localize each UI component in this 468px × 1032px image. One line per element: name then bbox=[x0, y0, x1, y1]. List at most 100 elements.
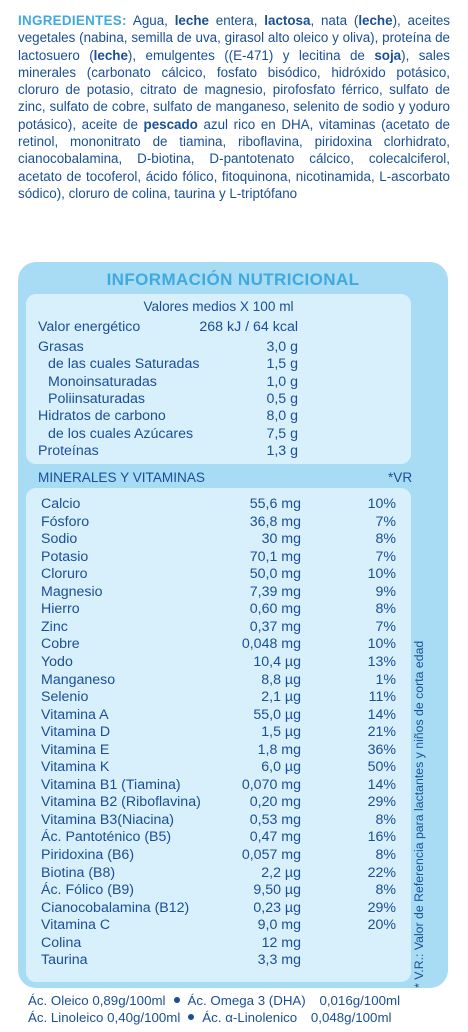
ingredient-text: azul rico en DHA, vitaminas (acetato de … bbox=[18, 116, 450, 201]
mineral-vr-percent: 7% bbox=[375, 618, 396, 635]
mineral-value: 0,057 mg bbox=[241, 847, 301, 863]
mineral-vr-percent: 10% bbox=[367, 566, 396, 583]
mineral-label: Zinc bbox=[41, 618, 68, 635]
energy-label: Valor energético bbox=[38, 319, 141, 335]
mineral-label: Piridoxina (B6) bbox=[41, 847, 135, 863]
ingredient-text: , nata ( bbox=[310, 13, 359, 28]
mineral-label: Yodo bbox=[41, 653, 73, 670]
mineral-value: 3,3 mg bbox=[257, 952, 301, 969]
mineral-value: 0,23 µg bbox=[253, 899, 301, 916]
fatty-acid-value: 0,89g/100ml bbox=[92, 993, 166, 1008]
ingredients-heading: INGREDIENTES: bbox=[18, 13, 127, 28]
mineral-label: Hierro bbox=[41, 601, 80, 618]
nutrient-value: 7,5 g bbox=[266, 425, 298, 442]
mineral-label: Vitamina K bbox=[41, 759, 110, 776]
mineral-label: Taurina bbox=[41, 952, 88, 969]
nutrition-values-box: Valores medios X 100 ml Valor energético… bbox=[26, 294, 411, 464]
mineral-vr-percent: 8% bbox=[375, 531, 396, 548]
mineral-vr-percent: 7% bbox=[375, 548, 396, 565]
ingredient-allergen: pescado bbox=[143, 116, 198, 132]
nutrient-value: 1,5 g bbox=[266, 356, 298, 373]
ingredients-body: Agua, leche entera, lactosa, nata (leche… bbox=[18, 13, 450, 201]
mineral-value: 30 mg bbox=[261, 531, 301, 548]
nutrition-panel: INFORMACIÓN NUTRICIONAL Valores medios X… bbox=[18, 262, 448, 988]
mineral-label: Vitamina D bbox=[41, 724, 111, 741]
mineral-label: Cobre bbox=[41, 636, 80, 653]
nutrient-label: Monoinsaturadas bbox=[48, 373, 157, 390]
mineral-value: 0,37 mg bbox=[249, 618, 301, 635]
ingredient-allergen: lactosa bbox=[264, 13, 311, 28]
mineral-label: Magnesio bbox=[41, 583, 103, 600]
mineral-vr-percent: 9% bbox=[375, 583, 396, 600]
mineral-value: 55,6 mg bbox=[249, 496, 301, 512]
mineral-value: 36,8 mg bbox=[249, 513, 301, 530]
mineral-vr-percent: 29% bbox=[367, 899, 396, 916]
mineral-value: 0,47 mg bbox=[249, 829, 301, 846]
ingredient-text: ), aceites vegetales (nabina, semilla de… bbox=[18, 13, 450, 63]
mineral-value: 2,2 µg bbox=[261, 864, 301, 881]
mineral-label: Ác. Pantoténico (B5) bbox=[41, 829, 172, 846]
ingredient-text: ), emulgentes ((E-471) y lecitina de bbox=[127, 47, 375, 63]
fatty-acid-value: 0,048g/100ml bbox=[310, 1010, 392, 1025]
mineral-label: Cianocobalamina (B12) bbox=[41, 899, 190, 916]
minerals-header: MINERALES Y VITAMINAS bbox=[38, 470, 205, 485]
mineral-label: Sodio bbox=[41, 531, 78, 548]
mineral-vr-percent: 20% bbox=[367, 917, 396, 934]
mineral-value: 0,20 mg bbox=[249, 794, 301, 811]
mineral-value: 7,39 mg bbox=[249, 583, 301, 600]
fatty-acid-label: Ác. Linoleico bbox=[28, 1010, 104, 1025]
nutrient-value: 1,0 g bbox=[266, 373, 298, 390]
nutrient-value: 0,5 g bbox=[266, 390, 298, 407]
mineral-vr-percent: 16% bbox=[367, 829, 396, 846]
fatty-acid-value: 0,016g/100ml bbox=[319, 993, 401, 1008]
mineral-label: Calcio bbox=[41, 496, 81, 512]
mineral-label: Biotina (B8) bbox=[41, 864, 116, 881]
mineral-value: 70,1 mg bbox=[249, 548, 301, 565]
mineral-value: 8,8 µg bbox=[261, 671, 301, 688]
ingredients-text: INGREDIENTES: Agua, leche entera, lactos… bbox=[18, 12, 450, 202]
bullet-dot-icon bbox=[173, 997, 180, 1004]
mineral-vr-percent: 8% bbox=[375, 811, 396, 828]
ingredient-allergen: leche bbox=[174, 13, 209, 28]
minerals-box: Calcio 55,6 mg 10% Fósforo 36,8 mg 7% Sodio 30 … bbox=[26, 488, 411, 982]
mineral-vr-percent: 8% bbox=[375, 847, 396, 863]
mineral-vr-percent: 13% bbox=[367, 653, 396, 670]
mineral-vr-percent: 11% bbox=[368, 689, 396, 706]
mineral-label: Ác. Fólico (B9) bbox=[41, 882, 135, 899]
mineral-value: 1,5 µg bbox=[261, 724, 301, 741]
mineral-value: 1,8 mg bbox=[257, 741, 301, 758]
fatty-acids-line-2: Ác. Linoleico 0,40g/100ml Ác. α-Linolenic… bbox=[28, 1010, 392, 1025]
mineral-value: 0,048 mg bbox=[241, 636, 301, 653]
energy-value: 268 kJ / 64 kcal bbox=[199, 319, 298, 335]
nutrient-label: Proteínas bbox=[38, 442, 99, 459]
mineral-vr-percent: 36% bbox=[367, 741, 396, 758]
mineral-vr-percent: 29% bbox=[367, 794, 396, 811]
average-values-header: Valores medios X 100 ml bbox=[143, 299, 294, 314]
fatty-acid-label: Ác. α-Linolenico bbox=[202, 1010, 298, 1025]
mineral-value: 6,0 µg bbox=[261, 759, 301, 776]
nutrient-label: Poliinsaturadas bbox=[48, 390, 146, 407]
nutrient-value: 8,0 g bbox=[266, 408, 298, 425]
mineral-vr-percent: 50% bbox=[367, 759, 396, 776]
ingredient-allergen: leche bbox=[358, 13, 393, 28]
mineral-label: Fósforo bbox=[41, 513, 90, 530]
nutrient-value: 1,3 g bbox=[266, 442, 298, 459]
mineral-label: Vitamina B3(Niacina) bbox=[41, 811, 175, 828]
nutrition-title: INFORMACIÓN NUTRICIONAL bbox=[106, 270, 360, 289]
fatty-acid-label: Ác. Oleico bbox=[28, 993, 89, 1008]
fatty-acid-value: 0,40g/100ml bbox=[107, 1010, 181, 1025]
vr-footnote: * V.R.: Valor de Referencia para lactant… bbox=[412, 640, 426, 988]
mineral-label: Vitamina C bbox=[41, 917, 111, 934]
mineral-vr-percent: 14% bbox=[367, 706, 396, 723]
mineral-value: 9,50 µg bbox=[253, 882, 301, 899]
mineral-value: 0,53 mg bbox=[249, 811, 301, 828]
nutrient-label: Hidratos de carbono bbox=[38, 408, 166, 425]
mineral-vr-percent: 22% bbox=[367, 864, 396, 881]
mineral-label: Vitamina B2 (Riboflavina) bbox=[41, 794, 201, 811]
mineral-label: Vitamina A bbox=[41, 706, 109, 723]
mineral-vr-percent: 8% bbox=[375, 882, 396, 899]
ingredient-allergen: soja bbox=[374, 47, 402, 63]
mineral-vr-percent: 10% bbox=[367, 636, 396, 653]
ingredient-allergen: leche bbox=[93, 47, 128, 63]
mineral-value: 9,0 mg bbox=[257, 917, 301, 934]
